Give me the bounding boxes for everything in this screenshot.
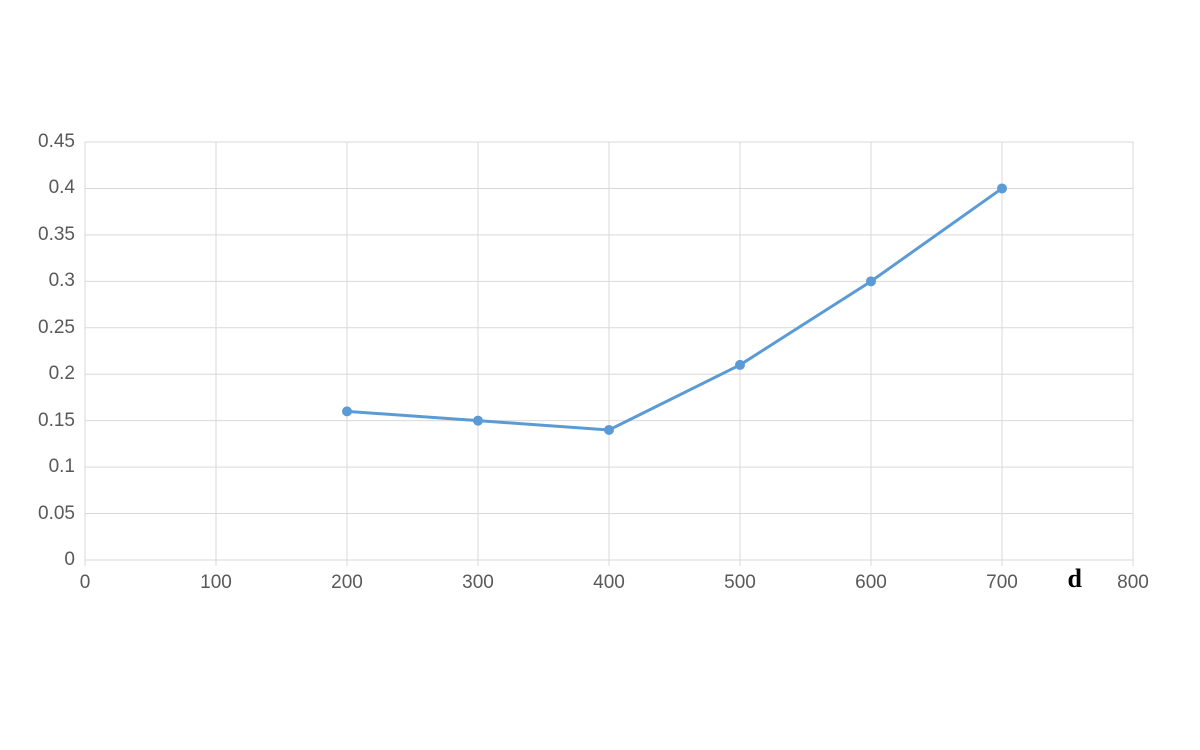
y-tick-label: 0.15	[38, 410, 75, 432]
x-tick-label: 0	[80, 572, 91, 594]
y-tick-label: 0.1	[49, 456, 75, 478]
y-tick-label: 0.3	[49, 270, 75, 292]
x-tick-label: 800	[1117, 572, 1149, 594]
y-tick-label: 0	[64, 549, 75, 571]
x-tick-label: 400	[593, 572, 625, 594]
y-tick-label: 0.45	[38, 131, 75, 153]
line-chart: 0 0.05 0.1 0.15 0.2 0.25 0.3 0.35 0.4 0.45 0 100 200…	[0, 0, 1200, 750]
x-tick-label: 600	[855, 572, 887, 594]
x-tick-label: 300	[462, 572, 494, 594]
x-tick-label: 100	[200, 572, 232, 594]
x-tick-label: 500	[724, 572, 756, 594]
x-tick-label: 700	[986, 572, 1018, 594]
x-tick-label: 200	[331, 572, 363, 594]
y-tick-label: 0.4	[49, 177, 75, 199]
x-axis-title: d	[1068, 564, 1082, 594]
chart-svg	[0, 0, 1200, 750]
y-tick-label: 0.25	[38, 317, 75, 339]
y-tick-label: 0.2	[49, 363, 75, 385]
y-tick-label: 0.35	[38, 224, 75, 246]
y-tick-label: 0.05	[38, 503, 75, 525]
